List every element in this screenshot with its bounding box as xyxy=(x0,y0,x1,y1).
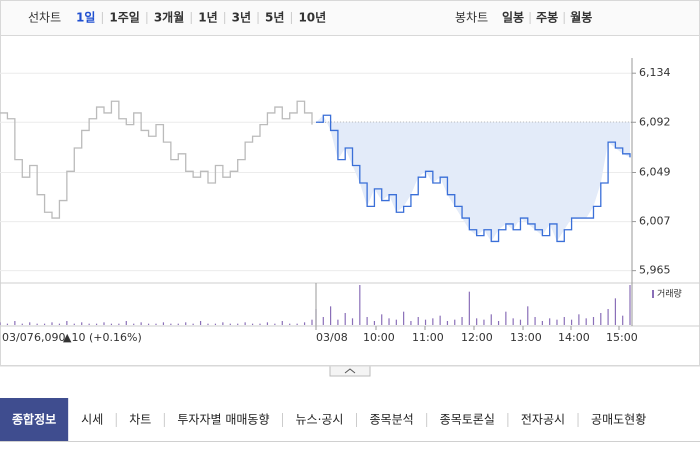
summary-change: ▲10 xyxy=(63,331,85,344)
nav-item[interactable]: 전자공시 xyxy=(521,413,579,428)
nav-label: 종목토론실 xyxy=(440,413,495,427)
candle-tab[interactable]: 일봉 xyxy=(502,11,524,25)
y-tick-label: 6,092 xyxy=(639,115,671,128)
y-tick-label: 6,134 xyxy=(639,66,671,79)
nav-item[interactable]: 투자자별 매매동향 xyxy=(177,413,283,428)
y-tick-label: 6,007 xyxy=(639,215,671,228)
nav-label: 차트 xyxy=(129,413,151,427)
x-tick-label: 10:00 xyxy=(363,331,395,344)
nav-item[interactable]: 차트 xyxy=(129,413,165,428)
x-tick-label: 11:00 xyxy=(412,331,444,344)
candle-tab[interactable]: 월봉 xyxy=(570,10,592,25)
nav-label: 종합정보 xyxy=(12,412,56,427)
nav-item[interactable]: 종목분석 xyxy=(369,413,428,428)
tab-label: 봉차트 xyxy=(455,11,488,25)
legend-swatch xyxy=(652,290,654,298)
y-tick-label: 5,965 xyxy=(639,264,671,277)
nav-label: 공매도현황 xyxy=(591,413,646,427)
nav-item[interactable]: 뉴스·공시 xyxy=(296,413,357,428)
y-tick-label: 6,049 xyxy=(639,166,671,179)
x-tick-label: 15:00 xyxy=(606,331,638,344)
summary-price: 6,090 xyxy=(34,331,66,344)
period-tab[interactable]: 1주일 xyxy=(109,11,139,25)
area xyxy=(316,115,630,242)
x-tick-label: 12:00 xyxy=(461,331,493,344)
price-line xyxy=(0,100,313,219)
collapse-button[interactable] xyxy=(329,365,371,377)
nav-item[interactable]: 종합정보 xyxy=(0,398,69,441)
period-tab[interactable]: 3년 xyxy=(232,11,251,25)
x-tick-label: 03/07 xyxy=(2,331,34,344)
volume-label: 거래량 xyxy=(657,288,682,300)
period-tab[interactable]: 10년 xyxy=(298,11,326,25)
period-tab[interactable]: 1일 xyxy=(76,11,95,25)
nav-label: 투자자별 매매동향 xyxy=(177,413,269,427)
x-tick-label: 14:00 xyxy=(558,331,590,344)
nav-label: 종목분석 xyxy=(369,413,413,427)
x-tick-label: 13:00 xyxy=(510,331,542,344)
nav-item[interactable]: 종목토론실 xyxy=(440,413,509,428)
period-tab[interactable]: 1년 xyxy=(198,11,217,25)
nav-label: 전자공시 xyxy=(521,413,565,427)
tab-label: 선차트 xyxy=(28,11,61,25)
collapse-icon xyxy=(344,368,356,374)
period-tab[interactable]: 5년 xyxy=(265,11,284,25)
summary-percent: (+0.16%) xyxy=(89,331,142,344)
nav-label: 뉴스·공시 xyxy=(296,413,344,427)
x-tick-label: 03/08 xyxy=(316,331,348,344)
price-line xyxy=(316,114,631,243)
nav-item[interactable]: 공매도현황 xyxy=(591,413,646,427)
nav-label: 시세 xyxy=(81,413,103,427)
period-tab[interactable]: 3개월 xyxy=(154,10,184,25)
nav-selected xyxy=(0,398,69,441)
tab-bar xyxy=(0,0,700,36)
candle-tab[interactable]: 주봉 xyxy=(536,11,558,25)
nav-item[interactable]: 시세 xyxy=(81,413,117,428)
